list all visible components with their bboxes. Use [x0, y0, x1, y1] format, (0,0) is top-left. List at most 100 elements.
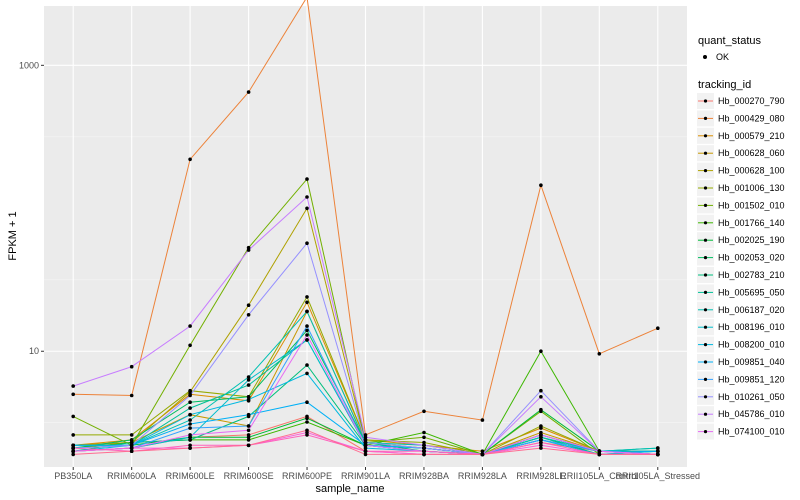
x-tick-label: RRIM901LA	[341, 471, 390, 481]
data-point	[305, 309, 309, 314]
x-tick-label: RRII105LA_Stressed	[615, 471, 700, 481]
data-point	[305, 433, 309, 437]
data-point	[246, 443, 251, 448]
legend-label-Hb_001006_130: Hb_001006_130	[718, 183, 785, 193]
data-point	[305, 420, 309, 424]
data-point	[539, 433, 543, 437]
data-point	[539, 440, 543, 445]
legend-shape-key	[703, 55, 707, 59]
data-point	[305, 363, 309, 367]
data-point	[129, 446, 134, 450]
legend-key-point	[703, 203, 708, 207]
legend-label-Hb_002783_210: Hb_002783_210	[718, 270, 785, 280]
legend-label-Hb_005695_050: Hb_005695_050	[718, 287, 785, 297]
data-point	[422, 446, 426, 450]
data-point	[188, 400, 192, 405]
y-tick-label: 1000	[19, 60, 39, 70]
data-point	[480, 418, 485, 422]
data-point	[305, 241, 309, 245]
data-point	[656, 446, 660, 450]
data-point	[422, 440, 426, 445]
data-point	[71, 414, 75, 419]
data-point	[71, 449, 75, 454]
x-tick-label: RRII105LA_Control	[560, 471, 638, 481]
data-point	[656, 452, 660, 457]
data-point	[246, 248, 251, 252]
data-point	[246, 397, 251, 402]
data-point	[188, 324, 192, 328]
x-tick-label: RRIM600LE	[166, 471, 215, 481]
data-point	[71, 446, 75, 450]
legend-label-Hb_006187_020: Hb_006187_020	[718, 305, 785, 315]
data-point	[129, 443, 134, 448]
data-point	[129, 438, 134, 442]
data-point	[305, 177, 309, 181]
data-point	[305, 328, 309, 333]
data-point	[422, 452, 426, 457]
data-point	[422, 430, 426, 435]
legend-key-point	[703, 169, 708, 173]
data-point	[246, 438, 251, 442]
data-point	[188, 422, 192, 426]
x-tick-label: RRIM600PE	[282, 471, 332, 481]
data-point	[71, 452, 75, 457]
data-point	[305, 416, 309, 421]
data-point	[246, 90, 251, 94]
data-point	[539, 424, 543, 428]
legend-key-point	[703, 325, 708, 329]
data-point	[188, 343, 192, 348]
data-point	[188, 446, 192, 450]
data-point	[71, 392, 75, 397]
data-point	[305, 338, 309, 342]
data-point	[305, 333, 309, 337]
data-point	[597, 452, 602, 457]
data-point	[129, 449, 134, 454]
data-point	[246, 428, 251, 433]
plot-area: 10 1000 PB350LA RRIM600LA RRIM600LE RRIM600SE…	[19, 0, 700, 481]
data-point	[71, 384, 75, 388]
legend-key-point	[703, 116, 708, 120]
data-point	[188, 406, 192, 410]
legend-key-point	[703, 256, 708, 260]
legend-key-point	[703, 273, 708, 277]
legend-key-point	[703, 221, 708, 225]
data-point	[305, 195, 309, 199]
legend-label-Hb_008196_010: Hb_008196_010	[718, 322, 785, 332]
data-point	[539, 395, 543, 399]
legend-key-point	[703, 186, 708, 190]
data-point	[539, 407, 543, 412]
legend-key-point	[703, 238, 708, 242]
data-point	[305, 428, 309, 433]
data-point	[188, 418, 192, 422]
legend-entries: Hb_000270_790 Hb_000429_080 Hb_000579_210 H…	[697, 93, 785, 440]
data-point	[246, 412, 251, 417]
data-point	[422, 443, 426, 448]
data-point	[188, 426, 192, 430]
x-tick-label: RRIM600LA	[107, 471, 156, 481]
data-point	[188, 412, 192, 417]
data-point	[246, 303, 251, 308]
data-point	[539, 438, 543, 442]
data-point	[480, 449, 485, 454]
legend-label-Hb_001502_010: Hb_001502_010	[718, 200, 785, 210]
legend: quant_status OK tracking_id Hb_000270_79…	[697, 35, 785, 440]
legend-key-point	[703, 99, 708, 103]
data-point	[246, 424, 251, 428]
data-point	[246, 383, 251, 387]
data-point	[305, 295, 309, 299]
data-point	[422, 435, 426, 440]
data-point	[656, 449, 660, 454]
data-point	[422, 409, 426, 414]
data-point	[129, 364, 134, 369]
data-point	[188, 433, 192, 437]
legend-label-Hb_008200_010: Hb_008200_010	[718, 340, 785, 350]
data-point	[246, 313, 251, 317]
legend-label-Hb_010261_050: Hb_010261_050	[718, 392, 785, 402]
data-point	[539, 443, 543, 448]
data-point	[480, 452, 485, 457]
legend-label-Hb_000628_100: Hb_000628_100	[718, 166, 785, 176]
data-point	[656, 326, 660, 331]
data-point	[363, 446, 368, 450]
data-point	[71, 443, 75, 448]
